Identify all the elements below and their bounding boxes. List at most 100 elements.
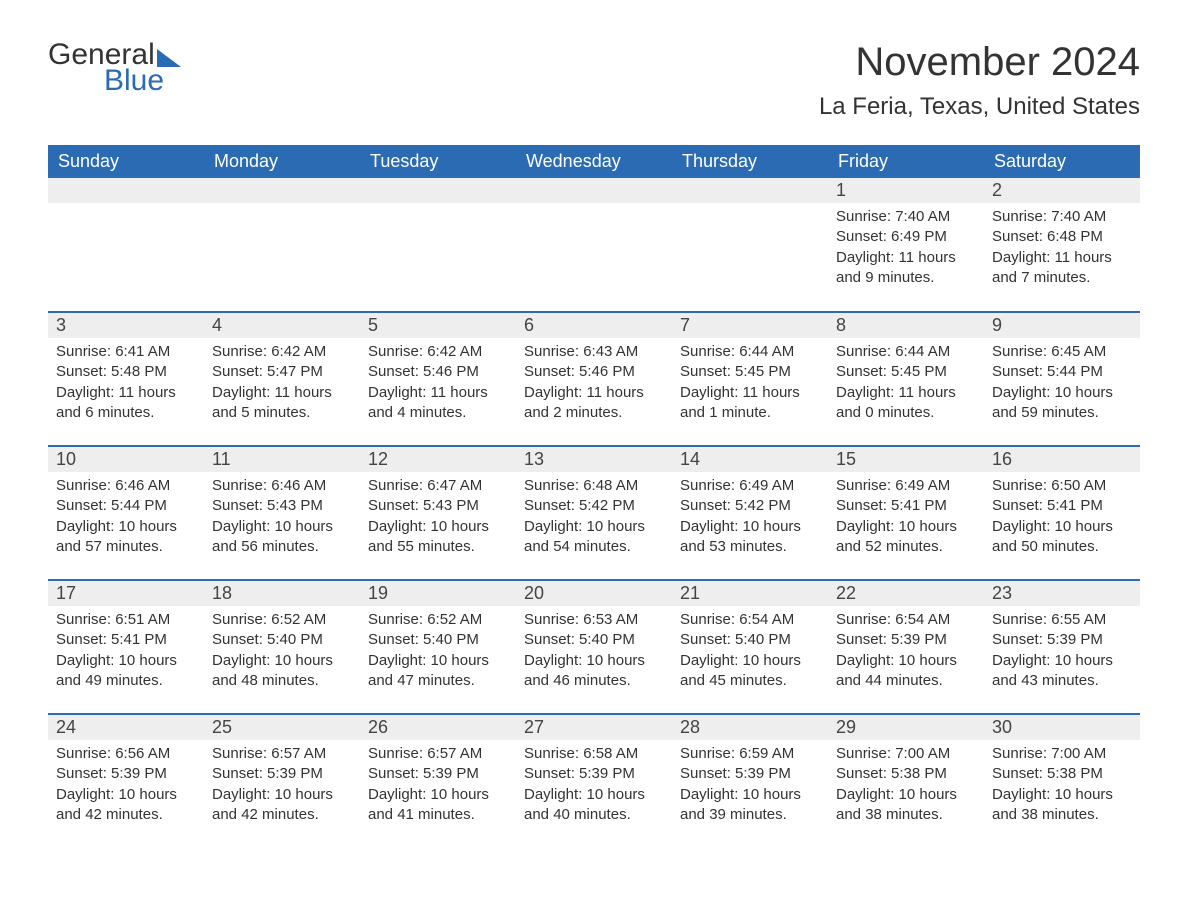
day-number (360, 178, 516, 203)
sunset-text: Sunset: 5:38 PM (992, 764, 1132, 784)
calendar-header-row: Sunday Monday Tuesday Wednesday Thursday… (48, 145, 1140, 178)
sunrise-text: Sunrise: 6:50 AM (992, 476, 1132, 496)
day-number (48, 178, 204, 203)
calendar-cell (360, 178, 516, 312)
calendar-cell: 2Sunrise: 7:40 AMSunset: 6:48 PMDaylight… (984, 178, 1140, 312)
sunset-text: Sunset: 5:41 PM (992, 496, 1132, 516)
daylight-text: Daylight: 11 hours and 0 minutes. (836, 383, 976, 424)
sunrise-text: Sunrise: 6:52 AM (212, 610, 352, 630)
daylight-text: Daylight: 10 hours and 42 minutes. (212, 785, 352, 826)
sunset-text: Sunset: 5:44 PM (992, 362, 1132, 382)
day-number (516, 178, 672, 203)
daylight-text: Daylight: 10 hours and 49 minutes. (56, 651, 196, 692)
sunrise-text: Sunrise: 6:55 AM (992, 610, 1132, 630)
calendar-cell: 6Sunrise: 6:43 AMSunset: 5:46 PMDaylight… (516, 312, 672, 446)
daylight-text: Daylight: 11 hours and 4 minutes. (368, 383, 508, 424)
daylight-text: Daylight: 10 hours and 42 minutes. (56, 785, 196, 826)
col-friday: Friday (828, 145, 984, 178)
sunrise-text: Sunrise: 6:42 AM (212, 342, 352, 362)
header: General Blue November 2024 La Feria, Tex… (48, 40, 1140, 121)
day-number: 18 (204, 581, 360, 606)
calendar-cell: 8Sunrise: 6:44 AMSunset: 5:45 PMDaylight… (828, 312, 984, 446)
day-number: 4 (204, 313, 360, 338)
sunrise-text: Sunrise: 6:54 AM (680, 610, 820, 630)
sunset-text: Sunset: 5:39 PM (836, 630, 976, 650)
sunrise-text: Sunrise: 6:59 AM (680, 744, 820, 764)
sunrise-text: Sunrise: 7:00 AM (992, 744, 1132, 764)
sunrise-text: Sunrise: 6:49 AM (836, 476, 976, 496)
sunrise-text: Sunrise: 6:53 AM (524, 610, 664, 630)
daylight-text: Daylight: 11 hours and 5 minutes. (212, 383, 352, 424)
day-number: 25 (204, 715, 360, 740)
calendar-week-row: 17Sunrise: 6:51 AMSunset: 5:41 PMDayligh… (48, 580, 1140, 714)
day-number (204, 178, 360, 203)
title-block: November 2024 La Feria, Texas, United St… (819, 40, 1140, 121)
calendar-cell: 28Sunrise: 6:59 AMSunset: 5:39 PMDayligh… (672, 714, 828, 848)
calendar-cell: 10Sunrise: 6:46 AMSunset: 5:44 PMDayligh… (48, 446, 204, 580)
daylight-text: Daylight: 10 hours and 57 minutes. (56, 517, 196, 558)
sunset-text: Sunset: 5:38 PM (836, 764, 976, 784)
sunset-text: Sunset: 5:46 PM (368, 362, 508, 382)
day-number: 30 (984, 715, 1140, 740)
day-body: Sunrise: 6:48 AMSunset: 5:42 PMDaylight:… (516, 472, 672, 565)
daylight-text: Daylight: 10 hours and 41 minutes. (368, 785, 508, 826)
daylight-text: Daylight: 10 hours and 59 minutes. (992, 383, 1132, 424)
day-body: Sunrise: 6:54 AMSunset: 5:40 PMDaylight:… (672, 606, 828, 699)
day-body: Sunrise: 6:45 AMSunset: 5:44 PMDaylight:… (984, 338, 1140, 431)
daylight-text: Daylight: 10 hours and 50 minutes. (992, 517, 1132, 558)
sunset-text: Sunset: 6:49 PM (836, 227, 976, 247)
day-body: Sunrise: 7:40 AMSunset: 6:49 PMDaylight:… (828, 203, 984, 296)
col-saturday: Saturday (984, 145, 1140, 178)
day-number: 15 (828, 447, 984, 472)
calendar-week-row: 1Sunrise: 7:40 AMSunset: 6:49 PMDaylight… (48, 178, 1140, 312)
sunrise-text: Sunrise: 6:44 AM (836, 342, 976, 362)
daylight-text: Daylight: 11 hours and 1 minute. (680, 383, 820, 424)
daylight-text: Daylight: 11 hours and 9 minutes. (836, 248, 976, 289)
sunset-text: Sunset: 5:40 PM (680, 630, 820, 650)
calendar-cell: 1Sunrise: 7:40 AMSunset: 6:49 PMDaylight… (828, 178, 984, 312)
calendar-cell: 24Sunrise: 6:56 AMSunset: 5:39 PMDayligh… (48, 714, 204, 848)
daylight-text: Daylight: 10 hours and 38 minutes. (992, 785, 1132, 826)
day-body: Sunrise: 6:47 AMSunset: 5:43 PMDaylight:… (360, 472, 516, 565)
daylight-text: Daylight: 10 hours and 54 minutes. (524, 517, 664, 558)
day-number: 16 (984, 447, 1140, 472)
day-number: 5 (360, 313, 516, 338)
sunrise-text: Sunrise: 6:54 AM (836, 610, 976, 630)
sunrise-text: Sunrise: 6:46 AM (56, 476, 196, 496)
day-body: Sunrise: 6:49 AMSunset: 5:42 PMDaylight:… (672, 472, 828, 565)
daylight-text: Daylight: 10 hours and 55 minutes. (368, 517, 508, 558)
sunset-text: Sunset: 5:39 PM (524, 764, 664, 784)
day-number: 28 (672, 715, 828, 740)
sunset-text: Sunset: 5:40 PM (212, 630, 352, 650)
day-body: Sunrise: 6:58 AMSunset: 5:39 PMDaylight:… (516, 740, 672, 833)
day-number: 6 (516, 313, 672, 338)
calendar-cell (204, 178, 360, 312)
calendar-cell: 3Sunrise: 6:41 AMSunset: 5:48 PMDaylight… (48, 312, 204, 446)
day-body: Sunrise: 6:50 AMSunset: 5:41 PMDaylight:… (984, 472, 1140, 565)
col-monday: Monday (204, 145, 360, 178)
sunrise-text: Sunrise: 6:46 AM (212, 476, 352, 496)
sunrise-text: Sunrise: 6:51 AM (56, 610, 196, 630)
calendar-cell (516, 178, 672, 312)
calendar-week-row: 3Sunrise: 6:41 AMSunset: 5:48 PMDaylight… (48, 312, 1140, 446)
sunset-text: Sunset: 5:39 PM (212, 764, 352, 784)
calendar-cell: 22Sunrise: 6:54 AMSunset: 5:39 PMDayligh… (828, 580, 984, 714)
calendar-cell: 29Sunrise: 7:00 AMSunset: 5:38 PMDayligh… (828, 714, 984, 848)
sunset-text: Sunset: 5:39 PM (368, 764, 508, 784)
daylight-text: Daylight: 10 hours and 48 minutes. (212, 651, 352, 692)
calendar-cell: 4Sunrise: 6:42 AMSunset: 5:47 PMDaylight… (204, 312, 360, 446)
daylight-text: Daylight: 10 hours and 43 minutes. (992, 651, 1132, 692)
calendar-cell: 15Sunrise: 6:49 AMSunset: 5:41 PMDayligh… (828, 446, 984, 580)
day-body: Sunrise: 6:59 AMSunset: 5:39 PMDaylight:… (672, 740, 828, 833)
day-body: Sunrise: 6:42 AMSunset: 5:47 PMDaylight:… (204, 338, 360, 431)
day-body: Sunrise: 6:54 AMSunset: 5:39 PMDaylight:… (828, 606, 984, 699)
sunset-text: Sunset: 5:48 PM (56, 362, 196, 382)
daylight-text: Daylight: 10 hours and 46 minutes. (524, 651, 664, 692)
day-body: Sunrise: 6:56 AMSunset: 5:39 PMDaylight:… (48, 740, 204, 833)
calendar-week-row: 24Sunrise: 6:56 AMSunset: 5:39 PMDayligh… (48, 714, 1140, 848)
sunrise-text: Sunrise: 6:45 AM (992, 342, 1132, 362)
sunset-text: Sunset: 5:40 PM (368, 630, 508, 650)
daylight-text: Daylight: 10 hours and 44 minutes. (836, 651, 976, 692)
daylight-text: Daylight: 10 hours and 45 minutes. (680, 651, 820, 692)
sunset-text: Sunset: 5:41 PM (836, 496, 976, 516)
